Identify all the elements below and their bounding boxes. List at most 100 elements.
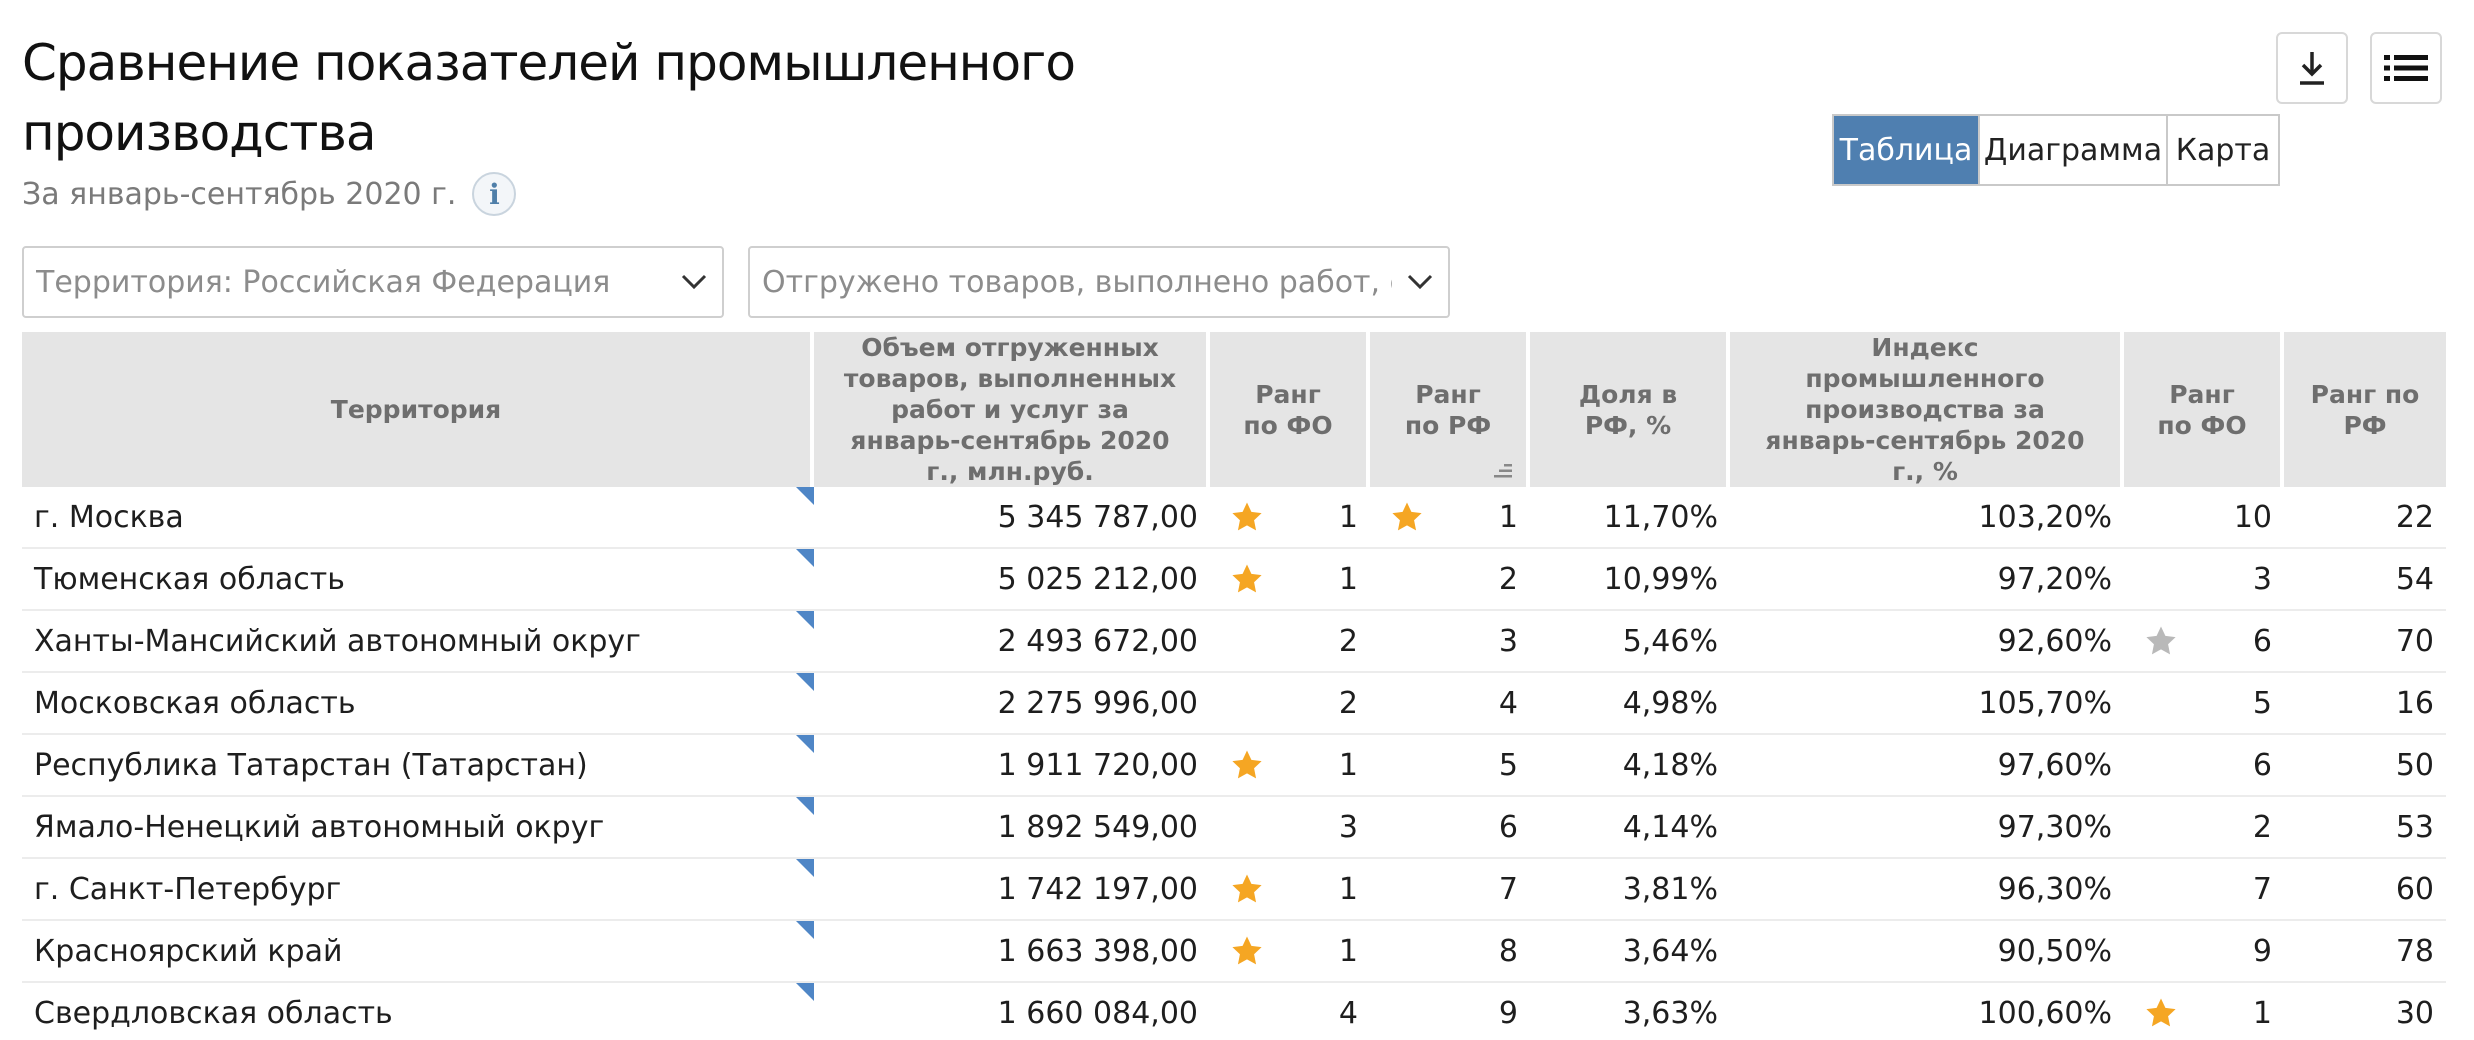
header-production-index[interactable]: Индекс промышленного производства за янв… — [1730, 332, 2124, 487]
corner-marker-icon — [796, 549, 814, 567]
territory-select[interactable]: Территория: Российская Федерация — [22, 246, 724, 318]
territory-cell[interactable]: Свердловская область — [22, 983, 814, 1040]
territory-cell[interactable]: г. Москва — [22, 487, 814, 549]
volume-cell: 1 663 398,00 — [814, 921, 1210, 983]
table-row[interactable]: Ямало-Ненецкий автономный округ 1 892 549… — [22, 797, 2446, 859]
menu-button[interactable] — [2370, 32, 2442, 104]
rank-fo-cell: 1 — [1210, 549, 1370, 611]
header-territory[interactable]: Территория — [22, 332, 814, 487]
header-volume[interactable]: Объем отгруженных товаров, выполненных р… — [814, 332, 1210, 487]
territory-name: Ханты-Мансийский автономный округ — [34, 623, 641, 659]
territory-name: Ямало-Ненецкий автономный округ — [34, 809, 605, 845]
table-row[interactable]: Московская область 2 275 996,00 2 4 4,98% 105… — [22, 673, 2446, 735]
territory-name: Свердловская область — [34, 995, 393, 1031]
share-cell: 4,18% — [1530, 735, 1730, 797]
share-cell: 5,46% — [1530, 611, 1730, 673]
index-cell: 100,60% — [1730, 983, 2124, 1040]
rank-fo-cell-value: 1 — [1338, 499, 1358, 535]
rank-fo-cell: 1 — [1210, 487, 1370, 549]
index-cell: 96,30% — [1730, 859, 2124, 921]
territory-name: Тюменская область — [34, 561, 345, 597]
table-row[interactable]: Свердловская область 1 660 084,00 4 9 3,63% 1… — [22, 983, 2446, 1040]
territory-cell[interactable]: Тюменская область — [22, 549, 814, 611]
header-share-rf[interactable]: Доля в РФ, % — [1530, 332, 1730, 487]
header-rank-rf-index[interactable]: Ранг по РФ — [2284, 332, 2446, 487]
rank-rf-cell: 2 — [1370, 549, 1530, 611]
rank-rf-cell-value: 4 — [1498, 685, 1518, 721]
territory-cell[interactable]: Красноярский край — [22, 921, 814, 983]
index-cell: 105,70% — [1730, 673, 2124, 735]
rank-fo-index-cell-value: 10 — [2233, 499, 2272, 535]
grey-star-icon — [2146, 626, 2176, 655]
rank-fo-cell: 4 — [1210, 983, 1370, 1040]
leader-star-icon — [1392, 502, 1422, 531]
view-switch: Таблица Диаграмма Карта — [1832, 114, 2280, 186]
rank-fo-cell-value: 1 — [1338, 561, 1358, 597]
indicator-select[interactable]: Отгружено товаров, выполнено работ, оказ… — [748, 246, 1450, 318]
leader-star-icon — [1232, 874, 1262, 903]
rank-rf-cell: 7 — [1370, 859, 1530, 921]
tab-table[interactable]: Таблица — [1834, 116, 1980, 184]
corner-marker-icon — [796, 859, 814, 877]
table-row[interactable]: Тюменская область 5 025 212,00 1 2 10,99% 97,… — [22, 549, 2446, 611]
share-cell: 4,14% — [1530, 797, 1730, 859]
table-row[interactable]: г. Москва 5 345 787,00 1 1 11,70% 103,20% 10 22 — [22, 487, 2446, 549]
territory-cell[interactable]: Республика Татарстан (Татарстан) — [22, 735, 814, 797]
tab-diagram[interactable]: Диаграмма — [1980, 116, 2168, 184]
rank-fo-index-cell: 7 — [2124, 859, 2284, 921]
tab-map[interactable]: Карта — [2168, 116, 2278, 184]
table-row[interactable]: Республика Татарстан (Татарстан) 1 911 72… — [22, 735, 2446, 797]
volume-cell: 2 275 996,00 — [814, 673, 1210, 735]
rank-fo-index-cell: 2 — [2124, 797, 2284, 859]
territory-cell[interactable]: Ямало-Ненецкий автономный округ — [22, 797, 814, 859]
rank-fo-cell-value: 2 — [1338, 623, 1358, 659]
territory-cell[interactable]: Ханты-Мансийский автономный округ — [22, 611, 814, 673]
rank-rf-cell: 5 — [1370, 735, 1530, 797]
rank-fo-index-cell: 9 — [2124, 921, 2284, 983]
territory-cell[interactable]: Московская область — [22, 673, 814, 735]
rank-rf-index-cell: 60 — [2284, 859, 2446, 921]
rank-fo-cell: 1 — [1210, 859, 1370, 921]
rank-rf-cell: 9 — [1370, 983, 1530, 1040]
rank-rf-index-cell: 54 — [2284, 549, 2446, 611]
rank-rf-cell-value: 8 — [1498, 933, 1518, 969]
leader-star-icon — [1232, 564, 1262, 593]
page-title: Сравнение показателей промышленного прои… — [22, 34, 1076, 162]
rank-rf-index-cell: 22 — [2284, 487, 2446, 549]
header-rank-rf[interactable]: Ранг по РФ — [1370, 332, 1530, 487]
volume-cell: 1 911 720,00 — [814, 735, 1210, 797]
corner-marker-icon — [796, 797, 814, 815]
rank-rf-cell: 3 — [1370, 611, 1530, 673]
territory-cell[interactable]: г. Санкт-Петербург — [22, 859, 814, 921]
info-icon[interactable]: i — [472, 172, 517, 216]
rank-fo-index-cell: 1 — [2124, 983, 2284, 1040]
download-button[interactable] — [2276, 32, 2348, 104]
header-rank-fo[interactable]: Ранг по ФО — [1210, 332, 1370, 487]
rank-rf-cell: 8 — [1370, 921, 1530, 983]
header-rank-fo-index[interactable]: Ранг по ФО — [2124, 332, 2284, 487]
territory-name: г. Санкт-Петербург — [34, 871, 342, 907]
rank-fo-cell: 3 — [1210, 797, 1370, 859]
chevron-down-icon — [666, 248, 722, 316]
rank-fo-index-cell-value: 9 — [2252, 933, 2272, 969]
volume-cell: 5 025 212,00 — [814, 549, 1210, 611]
sort-icon[interactable] — [1494, 463, 1514, 479]
rank-fo-cell: 1 — [1210, 921, 1370, 983]
rank-fo-cell-value: 2 — [1338, 685, 1358, 721]
rank-rf-cell: 1 — [1370, 487, 1530, 549]
rank-fo-cell-value: 4 — [1338, 995, 1358, 1031]
table-row[interactable]: Ханты-Мансийский автономный округ 2 493 6… — [22, 611, 2446, 673]
rank-rf-cell-value: 1 — [1498, 499, 1518, 535]
rank-fo-cell-value: 3 — [1338, 809, 1358, 845]
comparison-table-container: Территория Объем отгруженных товаров, вы… — [22, 332, 2446, 1040]
rank-fo-cell-value: 1 — [1338, 871, 1358, 907]
share-cell: 10,99% — [1530, 549, 1730, 611]
rank-rf-index-cell: 53 — [2284, 797, 2446, 859]
table-row[interactable]: Красноярский край 1 663 398,00 1 8 3,64% 90,5… — [22, 921, 2446, 983]
territory-name: Республика Татарстан (Татарстан) — [34, 747, 588, 783]
table-row[interactable]: г. Санкт-Петербург 1 742 197,00 1 7 3,81% 96,… — [22, 859, 2446, 921]
territory-name: г. Москва — [34, 499, 184, 535]
subtitle-row: За январь-сентябрь 2020 г. i — [22, 172, 517, 216]
rank-fo-index-cell: 5 — [2124, 673, 2284, 735]
corner-marker-icon — [796, 983, 814, 1001]
